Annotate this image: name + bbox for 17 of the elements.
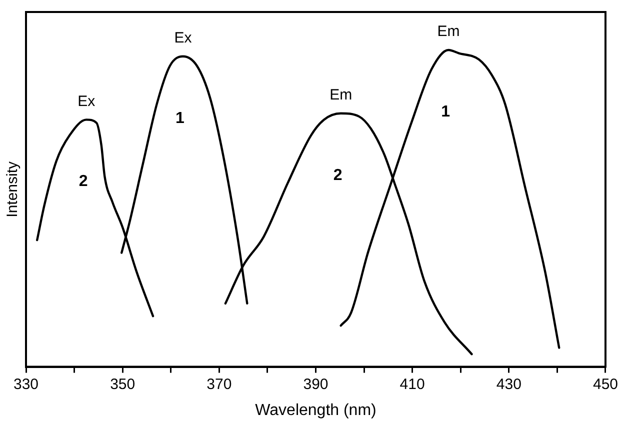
text: Em bbox=[437, 23, 460, 40]
annotation: Em bbox=[330, 86, 352, 104]
x-tick-label: 330 bbox=[13, 376, 39, 393]
x-tick-label: 370 bbox=[206, 376, 232, 393]
x-tick-label: 410 bbox=[400, 376, 425, 393]
x-axis-title: Wavelength (nm) bbox=[255, 402, 376, 419]
annotation: 1 bbox=[175, 110, 184, 127]
y-axis-title: Intensity bbox=[4, 160, 22, 218]
text: Ex bbox=[174, 29, 192, 46]
annotation: 1 bbox=[441, 103, 450, 120]
x-tick-label: 430 bbox=[496, 376, 522, 393]
annotation: Ex bbox=[78, 92, 96, 110]
annotation: 2 bbox=[333, 166, 342, 184]
x-tick-label: 450 bbox=[592, 376, 618, 393]
x-tick-label: 390 bbox=[303, 376, 328, 393]
annotation: 2 bbox=[78, 173, 88, 190]
x-tick-label: 350 bbox=[110, 376, 136, 393]
